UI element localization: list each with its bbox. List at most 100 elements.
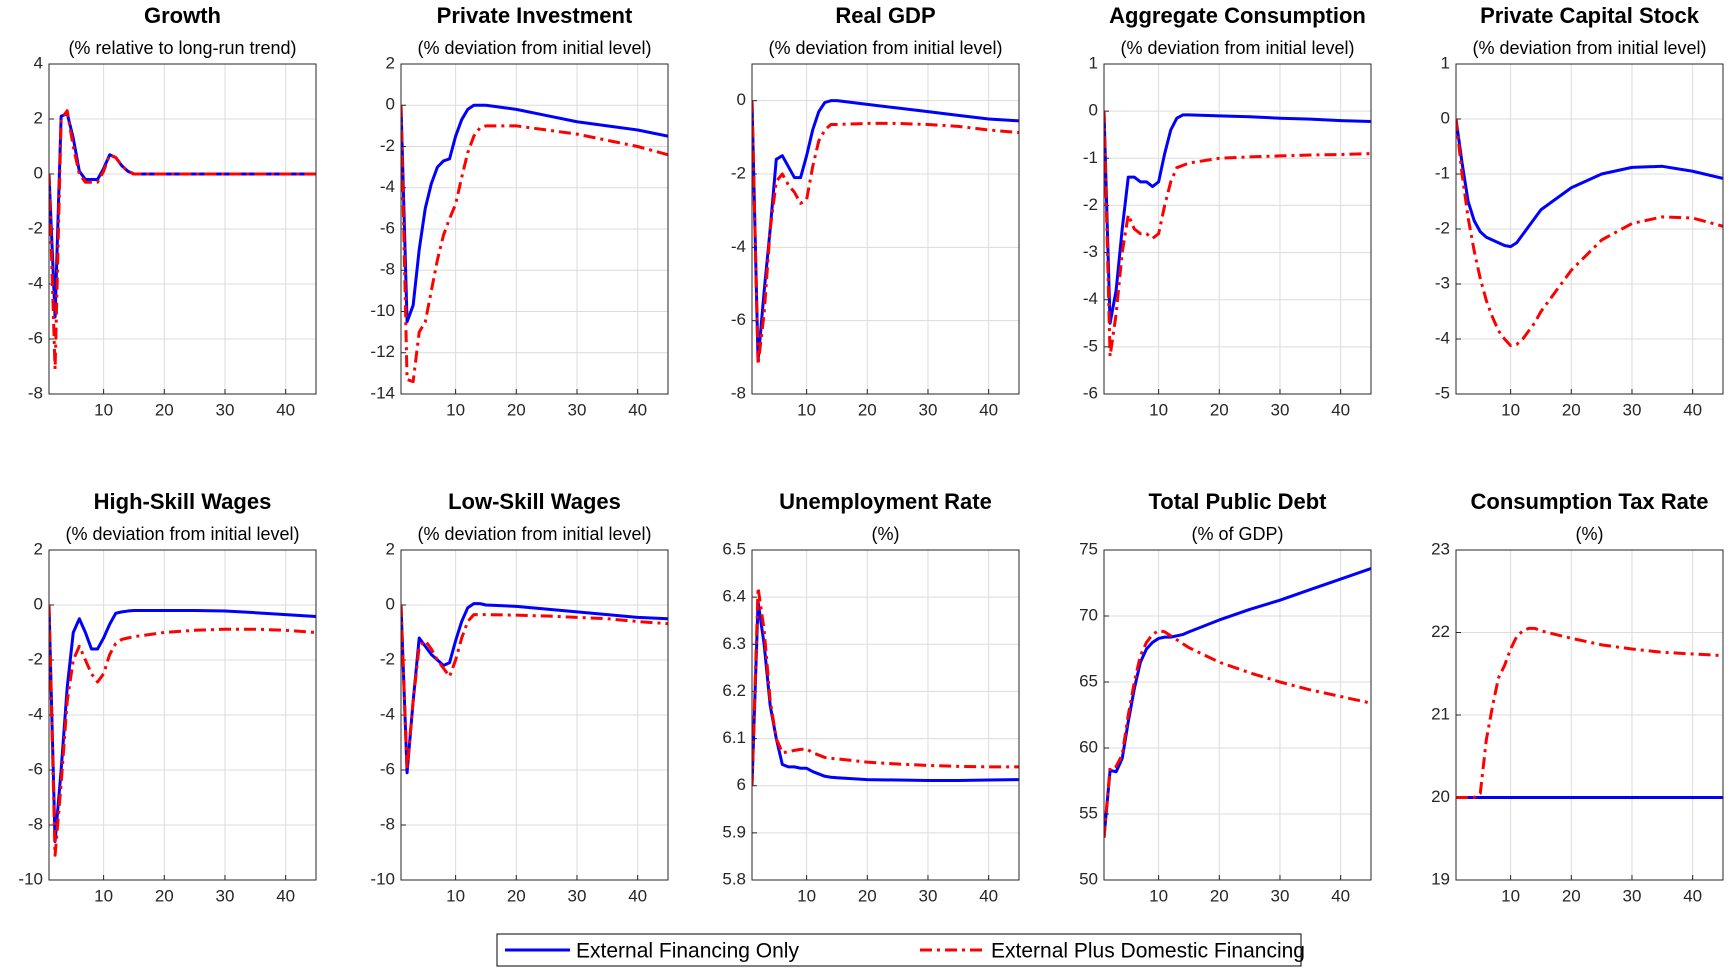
y-tick-label: 65 <box>1079 671 1098 690</box>
y-tick-label: -4 <box>380 704 395 723</box>
panel-title: Total Public Debt <box>1148 489 1327 514</box>
y-tick-label: 2 <box>34 539 43 558</box>
panel-title: Private Capital Stock <box>1480 3 1700 28</box>
axes-box <box>400 63 669 395</box>
panel: Private Investment (% deviation from init… <box>370 3 669 419</box>
y-tick-label: 0 <box>1441 108 1450 127</box>
series-line <box>752 586 1019 786</box>
panel-subtitle: (% deviation from initial level) <box>417 38 651 58</box>
series-line <box>1104 111 1371 325</box>
axes-box <box>751 549 1020 881</box>
series-line <box>401 105 668 384</box>
series-line <box>401 602 668 775</box>
y-tick-label: 1 <box>1089 53 1098 72</box>
y-tick-label: 23 <box>1431 539 1450 558</box>
x-tick-label: 30 <box>1623 400 1642 419</box>
y-tick-label: 2 <box>386 53 395 72</box>
series-line <box>752 100 1019 367</box>
panel-subtitle: (%) <box>1576 524 1604 544</box>
y-tick-label: -8 <box>731 383 746 402</box>
y-tick-label: 6.4 <box>722 587 746 606</box>
y-tick-label: 0 <box>1089 101 1098 120</box>
panel-title: Aggregate Consumption <box>1109 3 1366 28</box>
series-line <box>49 604 316 843</box>
panel: Total Public Debt (% of GDP) 50 55 60 65 70 75 1… <box>1079 489 1372 905</box>
y-tick-label: 70 <box>1079 605 1098 624</box>
y-tick-label: -5 <box>1435 383 1450 402</box>
x-tick-label: 40 <box>979 886 998 905</box>
x-tick-label: 40 <box>276 886 295 905</box>
x-tick-label: 20 <box>507 886 526 905</box>
panel-subtitle: (% deviation from initial level) <box>417 524 651 544</box>
y-tick-label: -6 <box>1083 383 1098 402</box>
y-tick-label: 21 <box>1431 704 1450 723</box>
y-tick-label: 2 <box>386 539 395 558</box>
x-tick-label: 20 <box>1562 400 1581 419</box>
y-tick-label: -6 <box>731 310 746 329</box>
axes-box <box>1455 549 1724 881</box>
axes-box <box>400 549 669 881</box>
y-tick-label: 6.1 <box>722 728 746 747</box>
y-tick-label: 0 <box>34 594 43 613</box>
series-line <box>401 604 668 772</box>
panel-subtitle: (% deviation from initial level) <box>768 38 1002 58</box>
series-line <box>1456 118 1723 249</box>
panel-subtitle: (% deviation from initial level) <box>1120 38 1354 58</box>
x-tick-label: 20 <box>1210 886 1229 905</box>
plot-area <box>1104 550 1371 880</box>
x-tick-label: 20 <box>1562 886 1581 905</box>
panel: Consumption Tax Rate (%) 19 20 21 22 23 10 20 30 4… <box>1431 489 1724 905</box>
series-line <box>401 103 668 324</box>
panel: High-Skill Wages (% deviation from initia… <box>18 489 317 905</box>
panel-subtitle: (% of GDP) <box>1191 524 1283 544</box>
series-line <box>49 109 316 371</box>
series-line <box>1104 629 1371 838</box>
x-tick-label: 30 <box>568 400 587 419</box>
y-tick-label: -12 <box>370 342 395 361</box>
y-tick-label: 5.9 <box>722 822 746 841</box>
panel: Real GDP (% deviation from initial level)… <box>731 3 1020 419</box>
y-tick-label: -10 <box>18 869 43 888</box>
y-tick-label: 50 <box>1079 869 1098 888</box>
y-tick-label: -4 <box>28 704 43 723</box>
x-tick-label: 40 <box>1331 400 1350 419</box>
x-tick-label: 10 <box>94 400 113 419</box>
legend: External Financing Only External Plus Do… <box>496 933 1305 967</box>
panel-subtitle: (% deviation from initial level) <box>65 524 299 544</box>
y-tick-label: 0 <box>737 90 746 109</box>
y-tick-label: 1 <box>1441 53 1450 72</box>
x-tick-label: 30 <box>216 886 235 905</box>
y-tick-label: -8 <box>28 383 43 402</box>
y-tick-label: -10 <box>370 869 395 888</box>
axes-box <box>48 63 317 395</box>
y-tick-label: -4 <box>1083 289 1098 308</box>
y-tick-label: -3 <box>1435 273 1450 292</box>
y-tick-label: 6 <box>737 775 746 794</box>
y-tick-label: -2 <box>731 163 746 182</box>
y-tick-label: 60 <box>1079 737 1098 756</box>
y-tick-label: -6 <box>380 759 395 778</box>
panel-title: Real GDP <box>835 3 935 28</box>
y-tick-label: -4 <box>28 273 43 292</box>
y-tick-label: -2 <box>1083 195 1098 214</box>
y-tick-label: -4 <box>380 177 395 196</box>
plot-area <box>752 64 1019 394</box>
y-tick-label: -1 <box>1435 163 1450 182</box>
x-tick-label: 20 <box>155 400 174 419</box>
axes-box <box>48 549 317 881</box>
x-tick-label: 10 <box>446 400 465 419</box>
x-tick-label: 30 <box>1271 400 1290 419</box>
y-tick-label: -2 <box>380 649 395 668</box>
y-tick-label: -6 <box>28 759 43 778</box>
x-tick-label: 30 <box>919 400 938 419</box>
y-tick-label: -2 <box>28 649 43 668</box>
y-tick-label: 4 <box>34 53 43 72</box>
legend-box <box>496 933 1302 967</box>
y-tick-label: 6.5 <box>722 539 746 558</box>
x-tick-label: 40 <box>276 400 295 419</box>
panel: Unemployment Rate (%) 5.8 5.9 6 6.1 6.2 6.3 6.4 6… <box>722 489 1020 905</box>
x-tick-label: 40 <box>1683 400 1702 419</box>
plot-area <box>752 550 1019 880</box>
panel-title: High-Skill Wages <box>94 489 272 514</box>
x-tick-label: 40 <box>979 400 998 419</box>
